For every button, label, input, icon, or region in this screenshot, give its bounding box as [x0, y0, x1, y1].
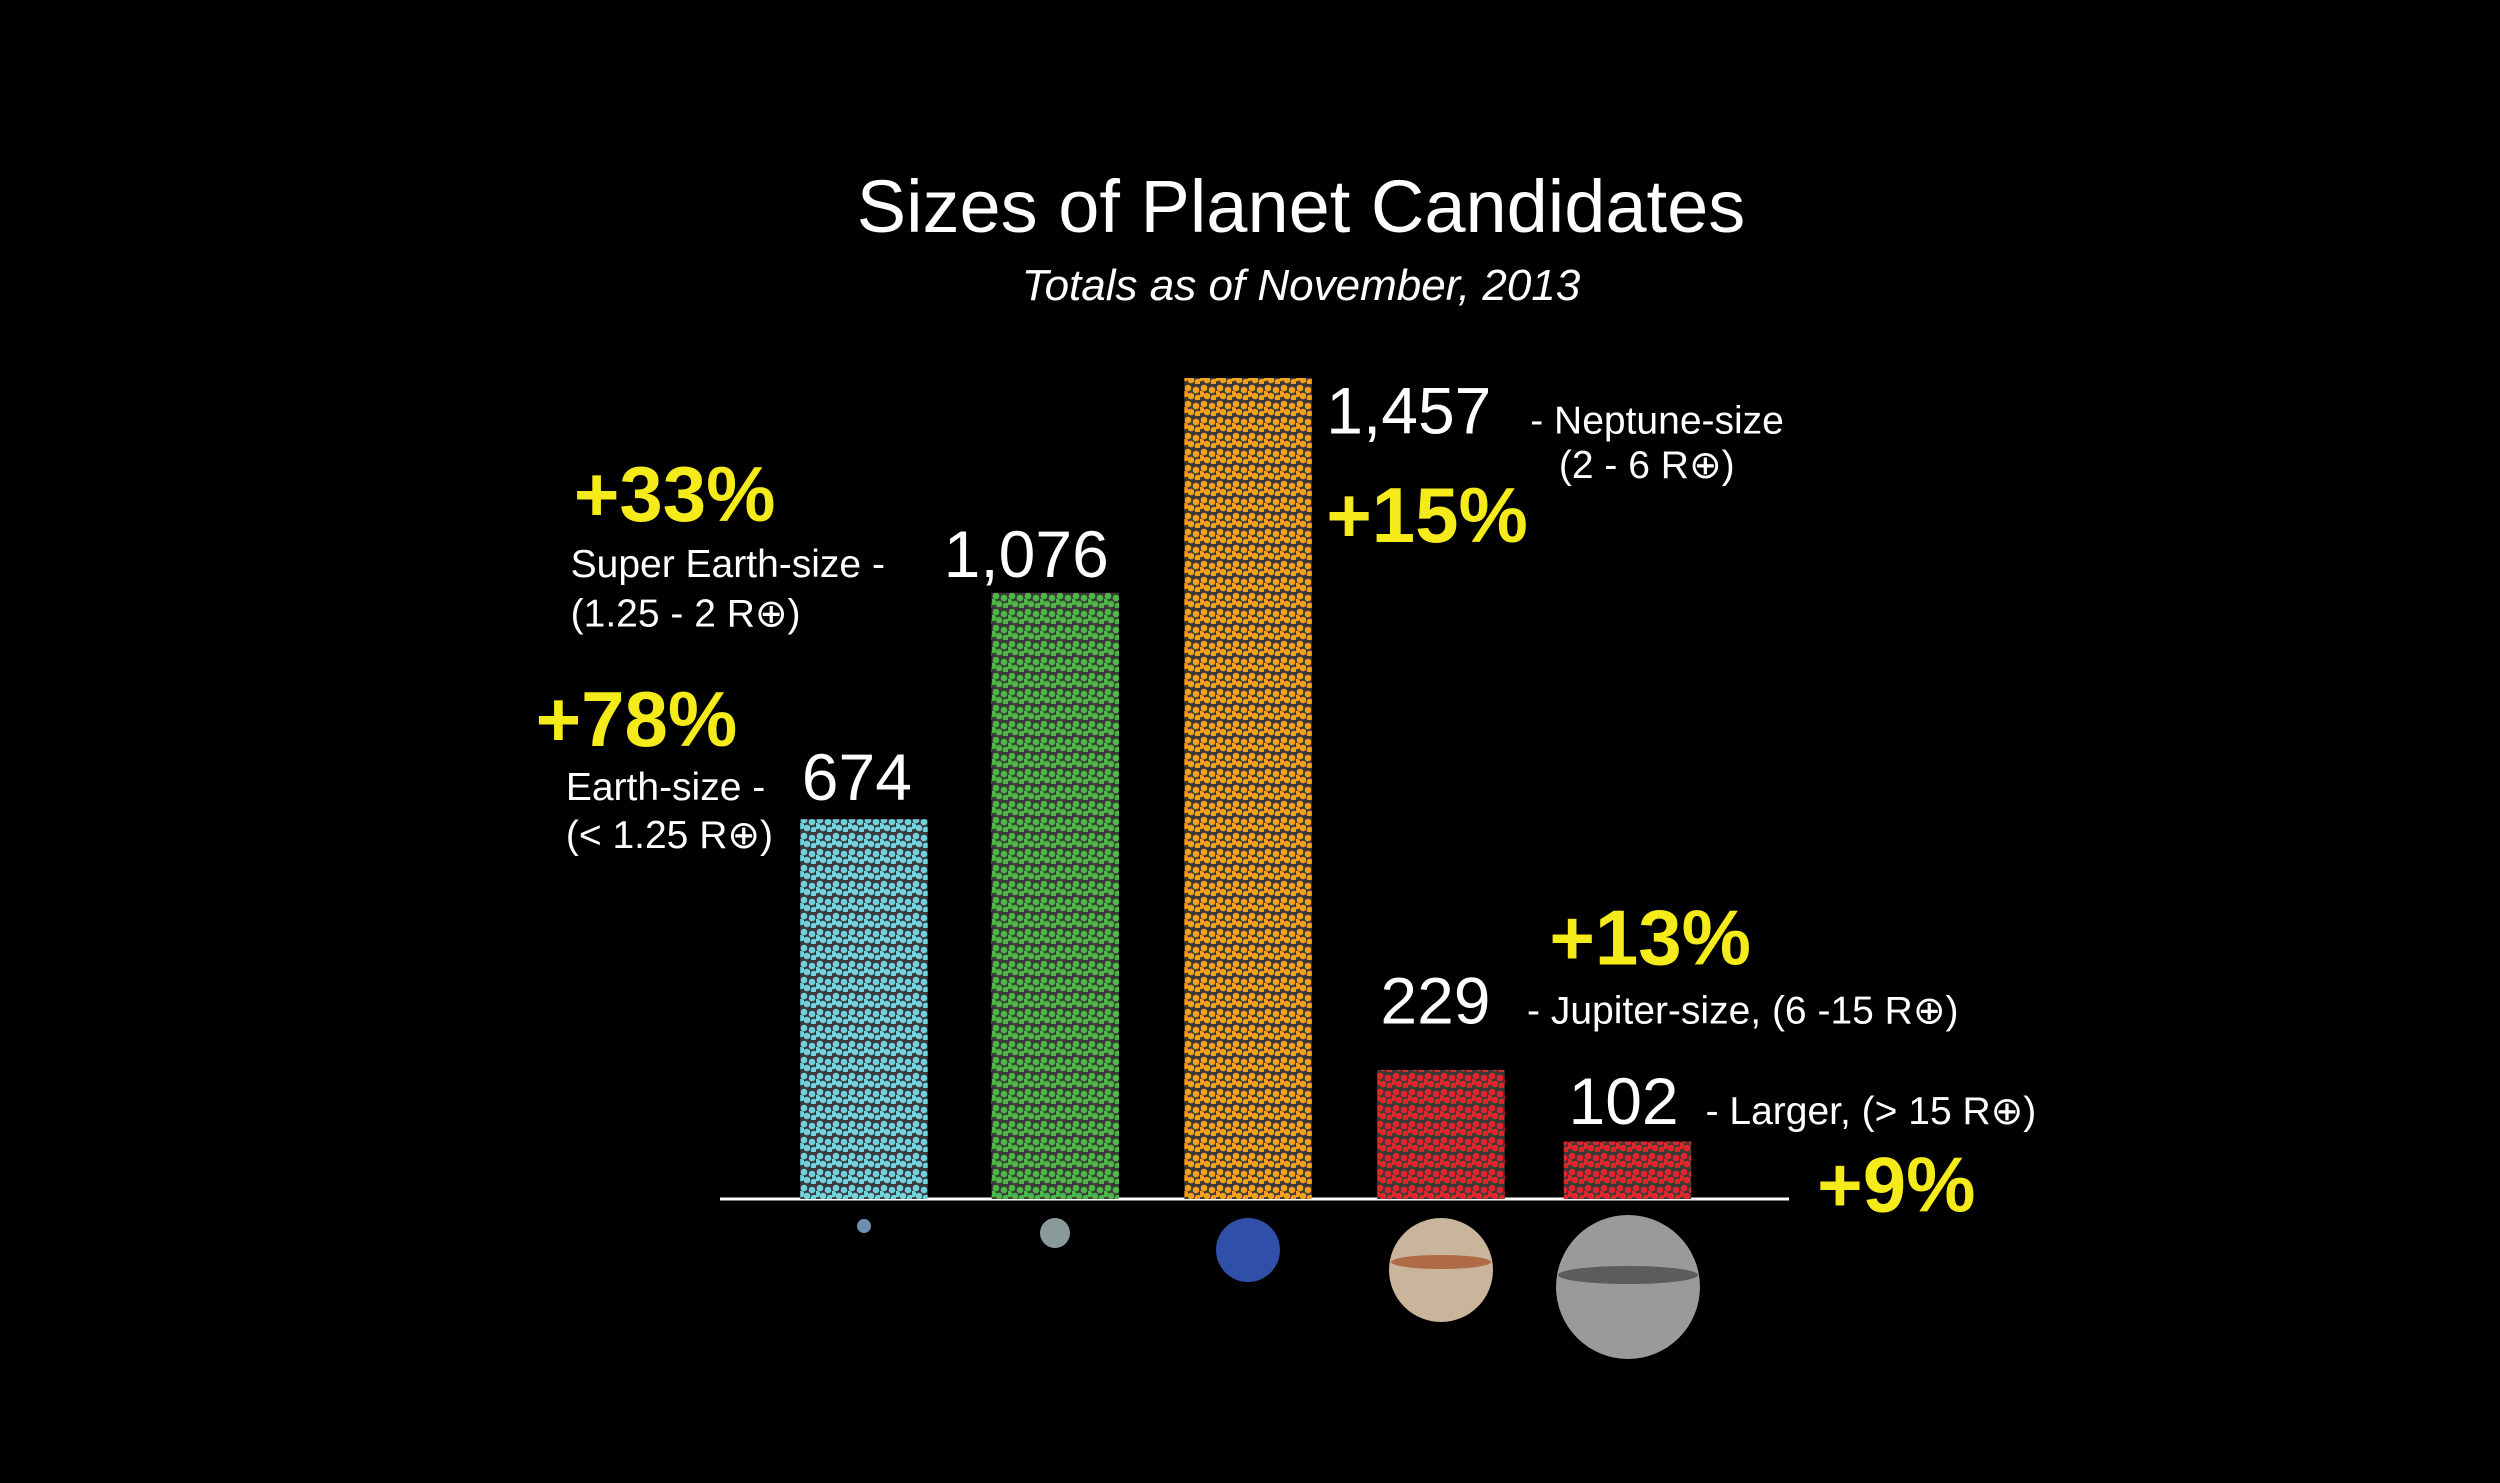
- category-label: - Jupiter-size, (6 -15 R⊕): [1527, 989, 1958, 1032]
- larger-planet-band: [1558, 1266, 1698, 1284]
- growth-label: +15%: [1326, 471, 1528, 559]
- growth-label: +78%: [536, 675, 738, 763]
- growth-label: +33%: [574, 450, 776, 538]
- bar: [1184, 378, 1312, 1199]
- growth-label: +13%: [1549, 893, 1751, 981]
- chart-title: Sizes of Planet Candidates: [857, 165, 1746, 248]
- bar: [991, 592, 1119, 1199]
- earth-icon: [857, 1219, 871, 1233]
- category-label: - Larger, (> 15 R⊕): [1706, 1090, 2037, 1133]
- larger-planet-icon: [1556, 1215, 1700, 1359]
- value-label: 229: [1380, 963, 1490, 1037]
- category-label: - Neptune-size: [1530, 400, 1784, 443]
- category-sublabel: (1.25 - 2 R⊕): [571, 592, 801, 635]
- value-label: 1,457: [1326, 374, 1491, 448]
- category-label: Super Earth-size -: [571, 543, 885, 586]
- neptune-icon: [1216, 1218, 1280, 1282]
- value-label: 1,076: [944, 517, 1109, 591]
- jupiter-band: [1391, 1255, 1491, 1269]
- growth-label: +9%: [1817, 1140, 1975, 1228]
- planet-icons: [857, 1215, 1700, 1359]
- value-label: 102: [1568, 1064, 1678, 1138]
- jupiter-icon: [1389, 1218, 1493, 1322]
- value-label: 674: [802, 740, 912, 814]
- category-label: Earth-size -: [566, 766, 765, 809]
- bar: [800, 819, 928, 1199]
- category-sublabel: (2 - 6 R⊕): [1559, 444, 1735, 487]
- bar: [1377, 1069, 1505, 1199]
- bar: [1563, 1141, 1692, 1199]
- category-sublabel: (< 1.25 R⊕): [566, 814, 773, 857]
- chart-subtitle: Totals as of November, 2013: [1022, 261, 1581, 310]
- super-earth-icon: [1040, 1218, 1070, 1248]
